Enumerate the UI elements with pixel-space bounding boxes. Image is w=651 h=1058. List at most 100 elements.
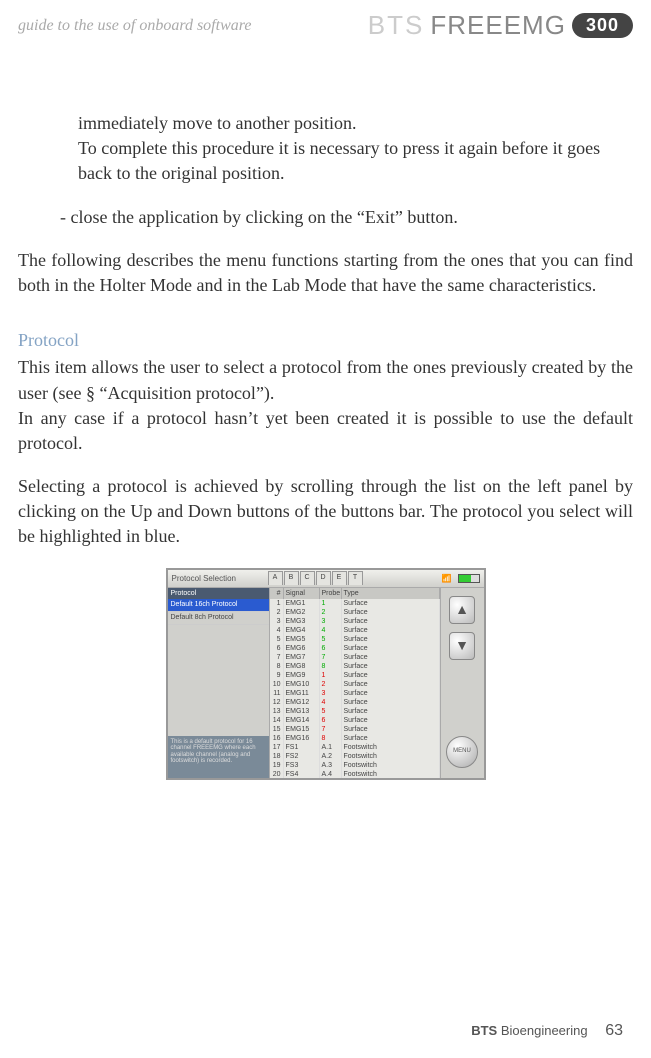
cell-number: 10 [270,680,284,689]
col-signal: Signal [284,588,320,600]
cell-number: 18 [270,752,284,761]
table-row[interactable]: 3EMG33Surface [270,617,440,626]
cell-probe: 1 [320,671,342,680]
up-button[interactable]: ▲ [449,596,475,624]
cell-type: Footswitch [342,770,440,777]
menu-button[interactable]: MENU [446,736,478,768]
table-row[interactable]: 11EMG113Surface [270,689,440,698]
section-heading-protocol: Protocol [18,328,633,353]
col-probe: Probe [320,588,342,600]
table-row[interactable]: 2EMG22Surface [270,608,440,617]
cell-signal: EMG15 [284,725,320,734]
footer-brand: BTS [471,1023,497,1038]
cell-number: 16 [270,734,284,743]
screenshot-header: Protocol Selection ABCDET 📶 [168,570,484,588]
cell-type: Footswitch [342,752,440,761]
cell-signal: EMG13 [284,707,320,716]
cell-number: 4 [270,626,284,635]
cell-type: Surface [342,653,440,662]
cell-probe: 4 [320,698,342,707]
cell-probe: 3 [320,617,342,626]
cell-type: Footswitch [342,761,440,770]
tab-a[interactable]: A [268,571,283,585]
cell-signal: EMG6 [284,644,320,653]
cell-number: 2 [270,608,284,617]
table-row[interactable]: 5EMG55Surface [270,635,440,644]
cell-type: Surface [342,671,440,680]
cell-number: 12 [270,698,284,707]
table-row[interactable]: 8EMG88Surface [270,662,440,671]
cell-type: Surface [342,698,440,707]
cell-type: Footswitch [342,743,440,752]
paragraph: This item allows the user to select a pr… [18,355,633,405]
down-button[interactable]: ▼ [449,632,475,660]
cell-signal: FS1 [284,743,320,752]
tab-e[interactable]: E [332,571,347,585]
cell-number: 9 [270,671,284,680]
cell-signal: EMG12 [284,698,320,707]
protocol-item[interactable]: Default 8ch Protocol [168,612,269,625]
table-row[interactable]: 6EMG66Surface [270,644,440,653]
cell-probe: 7 [320,653,342,662]
table-row[interactable]: 15EMG157Surface [270,725,440,734]
table-row[interactable]: 12EMG124Surface [270,698,440,707]
cell-signal: EMG2 [284,608,320,617]
tab-d[interactable]: D [316,571,331,585]
table-row[interactable]: 13EMG135Surface [270,707,440,716]
table-row[interactable]: 16EMG168Surface [270,734,440,743]
table-row[interactable]: 7EMG77Surface [270,653,440,662]
table-row[interactable]: 14EMG146Surface [270,716,440,725]
cell-number: 20 [270,770,284,777]
cell-type: Surface [342,644,440,653]
tab-b[interactable]: B [284,571,299,585]
cell-number: 19 [270,761,284,770]
cell-probe: A.2 [320,752,342,761]
paragraph: In any case if a protocol hasn’t yet bee… [18,406,633,456]
cell-probe: 8 [320,662,342,671]
protocol-list-panel: Protocol Default 16ch Protocol Default 8… [168,588,270,778]
cell-type: Surface [342,734,440,743]
cell-number: 5 [270,635,284,644]
cell-probe: 3 [320,689,342,698]
cell-signal: EMG7 [284,653,320,662]
tab-c[interactable]: C [300,571,315,585]
cell-type: Surface [342,599,440,608]
table-row[interactable]: 18FS2A.2Footswitch [270,752,440,761]
battery-icon [458,574,480,583]
table-row[interactable]: 17FS1A.1Footswitch [270,743,440,752]
cell-probe: 5 [320,707,342,716]
table-row[interactable]: 4EMG44Surface [270,626,440,635]
table-row[interactable]: 1EMG11Surface [270,599,440,608]
cell-number: 14 [270,716,284,725]
page-number: 63 [605,1022,623,1039]
table-row[interactable]: 10EMG102Surface [270,680,440,689]
paragraph: immediately move to another position. To… [18,111,633,187]
cell-probe: A.3 [320,761,342,770]
protocol-list-header: Protocol [168,588,269,600]
table-row[interactable]: 9EMG91Surface [270,671,440,680]
tab-t[interactable]: T [348,571,363,585]
cell-number: 6 [270,644,284,653]
cell-signal: EMG9 [284,671,320,680]
cell-probe: 8 [320,734,342,743]
cell-type: Surface [342,662,440,671]
cell-type: Surface [342,617,440,626]
cell-signal: EMG14 [284,716,320,725]
cell-type: Surface [342,635,440,644]
wifi-icon: 📶 [442,573,452,584]
table-row[interactable]: 20FS4A.4Footswitch [270,770,440,777]
table-row[interactable]: 19FS3A.3Footswitch [270,761,440,770]
cell-probe: 2 [320,608,342,617]
cell-probe: 5 [320,635,342,644]
cell-type: Surface [342,689,440,698]
cell-number: 11 [270,689,284,698]
cell-number: 17 [270,743,284,752]
cell-signal: EMG10 [284,680,320,689]
cell-number: 7 [270,653,284,662]
screenshot-title: Protocol Selection [168,573,268,584]
cell-signal: FS3 [284,761,320,770]
protocol-item-selected[interactable]: Default 16ch Protocol [168,599,269,612]
cell-number: 3 [270,617,284,626]
cell-probe: A.4 [320,770,342,777]
cell-number: 13 [270,707,284,716]
